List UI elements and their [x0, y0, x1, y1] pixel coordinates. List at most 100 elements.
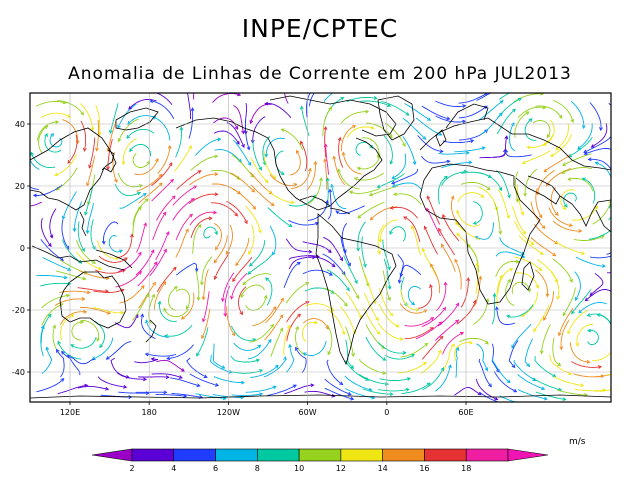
streamline-arrow — [526, 403, 529, 406]
streamline — [77, 385, 109, 390]
streamline-arrow — [515, 259, 520, 264]
streamline — [550, 134, 573, 157]
streamline — [552, 337, 561, 367]
streamline — [496, 170, 511, 198]
streamline — [377, 172, 405, 188]
streamline — [324, 159, 328, 190]
streamline-arrow — [382, 357, 387, 361]
streamline-arrow — [484, 340, 489, 345]
streamline-arrow — [506, 214, 511, 219]
streamline-arrow — [562, 162, 567, 166]
streamline — [56, 349, 65, 378]
streamline-arrow — [296, 149, 300, 154]
streamline — [306, 256, 336, 267]
streamline-arrow — [81, 247, 85, 252]
streamline-arrow — [200, 281, 204, 286]
streamline — [589, 272, 604, 296]
streamline — [536, 259, 558, 283]
streamline — [437, 175, 448, 205]
streamline — [404, 327, 434, 340]
streamline — [571, 289, 592, 314]
streamline — [392, 182, 422, 190]
streamline — [266, 189, 295, 203]
streamline — [109, 103, 119, 134]
streamline — [594, 389, 611, 392]
streamline — [283, 262, 301, 288]
streamline-arrow — [101, 240, 106, 245]
streamline — [62, 191, 77, 220]
streamline — [232, 139, 251, 166]
streamline-arrow — [185, 228, 189, 233]
streamline-arrow — [494, 396, 499, 401]
streamline-arrow — [255, 358, 260, 363]
streamline-arrow — [143, 377, 148, 382]
streamline-arrow — [153, 261, 158, 266]
streamline-arrow — [504, 403, 507, 406]
streamline — [150, 100, 175, 120]
streamline — [337, 169, 360, 190]
lon-tick-label: 180 — [142, 408, 157, 417]
streamline — [264, 314, 284, 341]
streamline — [378, 288, 393, 316]
streamline — [532, 377, 562, 391]
streamline — [588, 158, 611, 171]
streamline — [41, 347, 53, 374]
streamline — [156, 267, 177, 293]
streamline — [57, 384, 88, 395]
streamline — [402, 117, 426, 140]
streamline — [574, 271, 581, 301]
streamline-arrow — [189, 213, 193, 218]
streamline — [567, 310, 588, 334]
streamline-arrow — [376, 184, 381, 189]
colorbar-segment — [340, 448, 383, 462]
streamline — [270, 328, 283, 357]
streamline — [233, 342, 261, 351]
streamline-arrow — [340, 97, 345, 101]
streamline-arrow — [136, 191, 142, 196]
streamline-arrow — [95, 147, 99, 152]
streamline — [442, 332, 464, 355]
streamline — [249, 240, 266, 267]
streamline — [77, 221, 85, 252]
streamline-arrow — [389, 160, 394, 165]
streamline-arrow — [279, 327, 284, 332]
streamline-arrow — [492, 292, 497, 297]
streamline-arrow — [67, 267, 72, 272]
streamline-arrow — [247, 161, 252, 166]
streamline-arrow — [236, 140, 240, 145]
streamline-arrow — [397, 279, 402, 284]
streamline-arrow — [632, 215, 635, 218]
streamline-arrow — [151, 293, 155, 298]
streamline — [94, 320, 105, 348]
streamline — [33, 184, 63, 196]
coast-canada-arctic — [269, 95, 397, 137]
coast-indonesia — [31, 245, 125, 271]
streamline-arrow — [270, 202, 275, 207]
streamline-arrow — [288, 343, 292, 348]
streamline — [245, 386, 277, 393]
streamline — [524, 118, 537, 142]
streamline-arrow — [406, 377, 411, 381]
streamline — [267, 384, 297, 396]
streamlines — [30, 85, 635, 406]
streamline-arrow — [117, 138, 122, 143]
streamline-arrow — [391, 175, 396, 179]
streamline-arrow — [346, 85, 349, 88]
streamline — [454, 342, 473, 361]
streamline — [415, 117, 442, 136]
streamline-arrow — [80, 320, 85, 325]
streamline — [543, 291, 554, 321]
streamline — [345, 339, 354, 369]
streamline — [190, 217, 212, 238]
streamline — [303, 340, 327, 356]
chart-title: INPE/CPTEC — [241, 14, 399, 43]
streamline-arrow — [575, 296, 579, 301]
streamline — [591, 123, 608, 148]
streamline-arrow — [144, 352, 149, 357]
streamline — [210, 169, 240, 180]
streamline-arrow — [472, 299, 477, 304]
streamline — [128, 98, 157, 110]
streamline — [325, 144, 330, 175]
colorbar-segment — [131, 448, 175, 462]
streamline-arrow — [172, 266, 177, 271]
